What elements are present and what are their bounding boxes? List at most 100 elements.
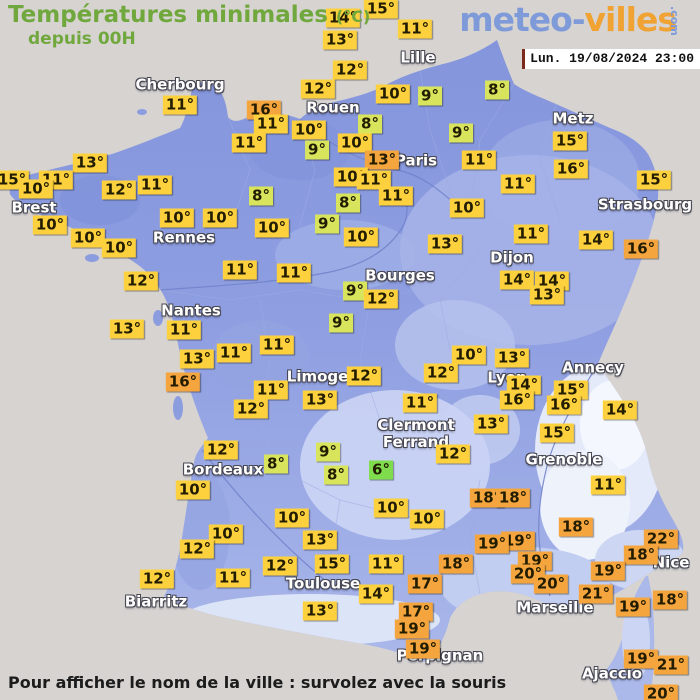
temp-label[interactable]: 11° <box>397 19 433 39</box>
temp-label[interactable]: 12° <box>435 444 471 464</box>
temp-label[interactable]: 14° <box>578 230 614 250</box>
temp-label[interactable]: 10° <box>449 198 485 218</box>
temp-label[interactable]: 20° <box>643 684 679 700</box>
temp-label[interactable]: 12° <box>262 556 298 576</box>
temp-label[interactable]: 10° <box>451 345 487 365</box>
temp-label[interactable]: 15° <box>539 423 575 443</box>
temp-label[interactable]: 12° <box>423 363 459 383</box>
temp-label[interactable]: 14° <box>506 375 542 395</box>
temp-label[interactable]: 11° <box>356 170 392 190</box>
temp-label[interactable]: 12° <box>179 539 215 559</box>
temp-label[interactable]: 16° <box>499 390 535 410</box>
temp-label[interactable]: 16° <box>553 159 589 179</box>
temp-label[interactable]: 12° <box>203 440 239 460</box>
temp-label[interactable]: 9° <box>418 86 442 106</box>
temp-label[interactable]: 17° <box>407 574 443 594</box>
temp-label[interactable]: 10° <box>101 238 137 258</box>
temp-label[interactable]: 13° <box>322 30 358 50</box>
temp-label[interactable]: 15° <box>553 380 589 400</box>
temp-label[interactable]: 15° <box>636 170 672 190</box>
temp-label[interactable]: 10° <box>409 509 445 529</box>
temp-label[interactable]: 10° <box>32 215 68 235</box>
temp-label[interactable]: 11° <box>402 393 438 413</box>
temp-label[interactable]: 11° <box>162 95 198 115</box>
temp-label[interactable]: 16° <box>623 239 659 259</box>
temp-label[interactable]: 12° <box>233 399 269 419</box>
temp-label[interactable]: 9° <box>343 281 367 301</box>
temp-label[interactable]: 16° <box>165 372 201 392</box>
temp-label[interactable]: 10° <box>291 120 327 140</box>
temp-label[interactable]: 8° <box>485 80 509 100</box>
temp-label[interactable]: 18° <box>469 488 505 508</box>
temp-label[interactable]: 8° <box>264 454 288 474</box>
temp-label[interactable]: 12° <box>346 366 382 386</box>
temp-label[interactable]: 13° <box>109 319 145 339</box>
temp-label[interactable]: 14° <box>325 8 361 28</box>
temp-label[interactable]: 12° <box>123 271 159 291</box>
temp-label[interactable]: 13° <box>179 349 215 369</box>
temp-label[interactable]: 12° <box>332 60 368 80</box>
temp-label[interactable]: 10° <box>208 524 244 544</box>
temp-label[interactable]: 13° <box>302 530 338 550</box>
temp-label[interactable]: 18° <box>558 517 594 537</box>
temp-label[interactable]: 19° <box>500 531 536 551</box>
temp-label[interactable]: 10° <box>70 228 106 248</box>
temp-label[interactable]: 12° <box>101 180 137 200</box>
temp-label[interactable]: 8° <box>324 465 348 485</box>
temp-label[interactable]: 9° <box>316 442 340 462</box>
temp-label[interactable]: 14° <box>499 270 535 290</box>
temp-label[interactable]: 21° <box>578 584 614 604</box>
temp-label[interactable]: 14° <box>358 584 394 604</box>
temp-label[interactable]: 19° <box>405 639 441 659</box>
temp-label[interactable]: 9° <box>315 214 339 234</box>
temp-label[interactable]: 18° <box>652 590 688 610</box>
temp-label[interactable]: 11° <box>259 335 295 355</box>
temp-label[interactable]: 11° <box>137 175 173 195</box>
temp-label[interactable]: 11° <box>253 380 289 400</box>
temp-label[interactable]: 11° <box>166 320 202 340</box>
temp-label[interactable]: 6° <box>369 460 393 480</box>
meteo-villes-logo[interactable]: meteo-villes .com <box>459 2 681 38</box>
temp-label[interactable]: 18° <box>623 545 659 565</box>
temp-label[interactable]: 16° <box>546 395 582 415</box>
temp-label[interactable]: 17° <box>398 602 434 622</box>
temp-label[interactable]: 18° <box>495 488 531 508</box>
temp-label[interactable]: 11° <box>231 133 267 153</box>
temp-label[interactable]: 11° <box>378 186 414 206</box>
temp-label[interactable]: 20° <box>533 574 569 594</box>
temp-label[interactable]: 11° <box>368 554 404 574</box>
temp-label[interactable]: 8° <box>249 186 273 206</box>
temp-label[interactable]: 9° <box>449 123 473 143</box>
temp-label[interactable]: 8° <box>358 114 382 134</box>
temp-label[interactable]: 11° <box>253 114 289 134</box>
temp-label[interactable]: 13° <box>72 153 108 173</box>
temp-label[interactable]: 13° <box>494 348 530 368</box>
temp-label[interactable]: 10° <box>159 208 195 228</box>
temp-label[interactable]: 13° <box>302 390 338 410</box>
temp-label[interactable]: 10° <box>18 179 54 199</box>
temp-label[interactable]: 13° <box>364 150 400 170</box>
temp-label[interactable]: 13° <box>427 234 463 254</box>
temp-label[interactable]: 12° <box>363 289 399 309</box>
temp-label[interactable]: 11° <box>216 343 252 363</box>
temp-label[interactable]: 11° <box>276 263 312 283</box>
temp-label[interactable]: 12° <box>139 569 175 589</box>
temp-label[interactable]: 14° <box>602 400 638 420</box>
temp-label[interactable]: 19° <box>474 534 510 554</box>
temp-label[interactable]: 10° <box>343 227 379 247</box>
temp-label[interactable]: 19° <box>615 597 651 617</box>
temp-label[interactable]: 10° <box>373 498 409 518</box>
temp-label[interactable]: 10° <box>254 218 290 238</box>
temp-label[interactable]: 15° <box>363 0 399 19</box>
temp-label[interactable]: 15° <box>314 554 350 574</box>
temp-label[interactable]: 13° <box>302 601 338 621</box>
temp-label[interactable]: 19° <box>623 649 659 669</box>
temp-label[interactable]: 11° <box>513 224 549 244</box>
temp-label[interactable]: 9° <box>329 313 353 333</box>
temp-label[interactable]: 10° <box>375 84 411 104</box>
temp-label[interactable]: 11° <box>222 260 258 280</box>
temp-label[interactable]: 10° <box>274 508 310 528</box>
temp-label[interactable]: 22° <box>643 529 679 549</box>
temp-label[interactable]: 18° <box>438 554 474 574</box>
